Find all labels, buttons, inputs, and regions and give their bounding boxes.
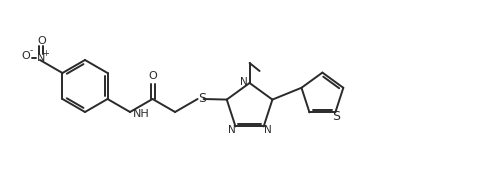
Text: N: N: [240, 77, 247, 87]
Text: O: O: [37, 36, 46, 46]
Text: O: O: [22, 51, 31, 61]
Text: S: S: [332, 110, 340, 123]
Text: O: O: [148, 71, 157, 81]
Text: +: +: [42, 49, 49, 59]
Text: -: -: [30, 47, 32, 56]
Text: N: N: [228, 125, 235, 135]
Text: N: N: [264, 125, 272, 135]
Text: S: S: [199, 91, 207, 105]
Text: N: N: [37, 53, 45, 63]
Text: NH: NH: [133, 109, 150, 119]
